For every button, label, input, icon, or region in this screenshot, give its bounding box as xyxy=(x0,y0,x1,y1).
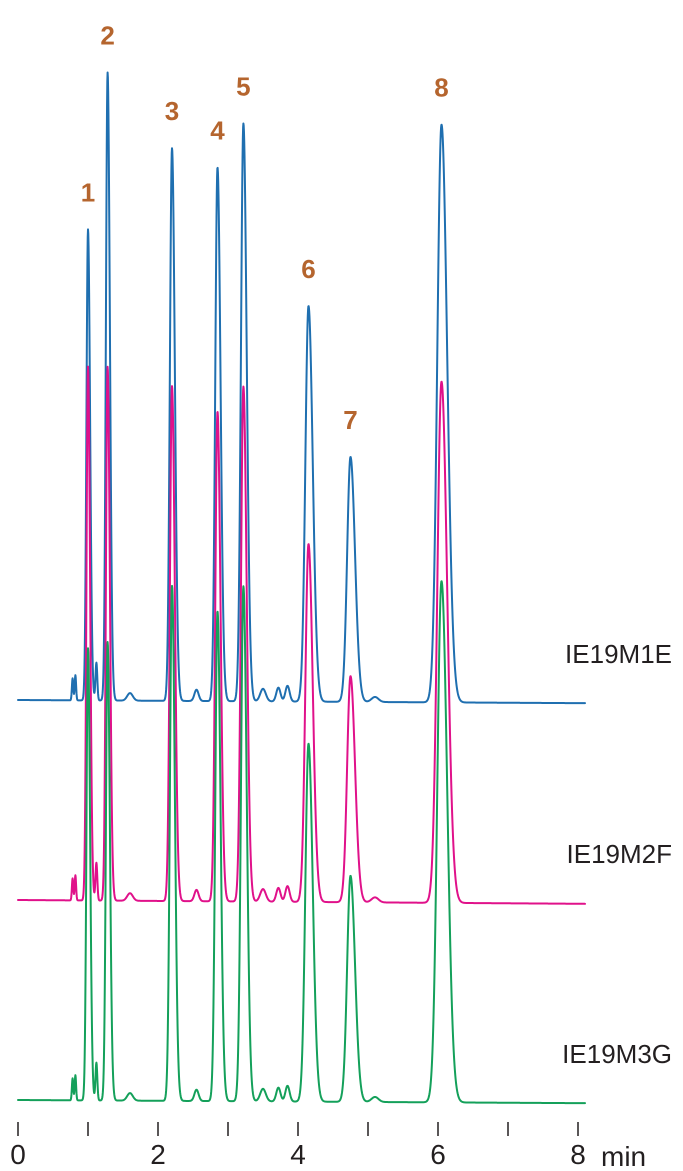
peak-label-4: 4 xyxy=(210,115,225,145)
x-tick-label-4: 4 xyxy=(290,1139,306,1170)
peak-label-6: 6 xyxy=(301,254,315,284)
peak-label-5: 5 xyxy=(236,72,250,102)
trace-label-ie19m1e: IE19M1E xyxy=(565,639,672,669)
peak-label-1: 1 xyxy=(81,177,95,207)
x-tick-label-8: 8 xyxy=(570,1139,586,1170)
x-tick-label-0: 0 xyxy=(10,1139,26,1170)
trace-ie19m3g xyxy=(17,580,586,1105)
trace-label-ie19m3g: IE19M3G xyxy=(562,1039,672,1069)
peak-label-2: 2 xyxy=(100,21,114,51)
peak-labels-group: 1 2 3 45 6 7 8 xyxy=(81,21,449,435)
peak-label-7: 7 xyxy=(343,405,357,435)
trace-ie19m2f xyxy=(17,365,586,905)
x-tick-label-2: 2 xyxy=(150,1139,166,1170)
x-axis: 0 2 4 6 8 min xyxy=(10,1122,646,1171)
peak-label-3: 3 xyxy=(165,96,179,126)
x-tick-label-6: 6 xyxy=(430,1139,446,1170)
trace-label-ie19m2f: IE19M2F xyxy=(567,839,673,869)
traces-group xyxy=(17,71,586,1105)
trace-ie19m1e xyxy=(17,71,586,705)
trace-labels-group: IE19M1E IE19M2F IE19M3G xyxy=(562,639,672,1069)
x-axis-unit-label: min xyxy=(601,1141,646,1171)
peak-label-8: 8 xyxy=(434,73,448,103)
